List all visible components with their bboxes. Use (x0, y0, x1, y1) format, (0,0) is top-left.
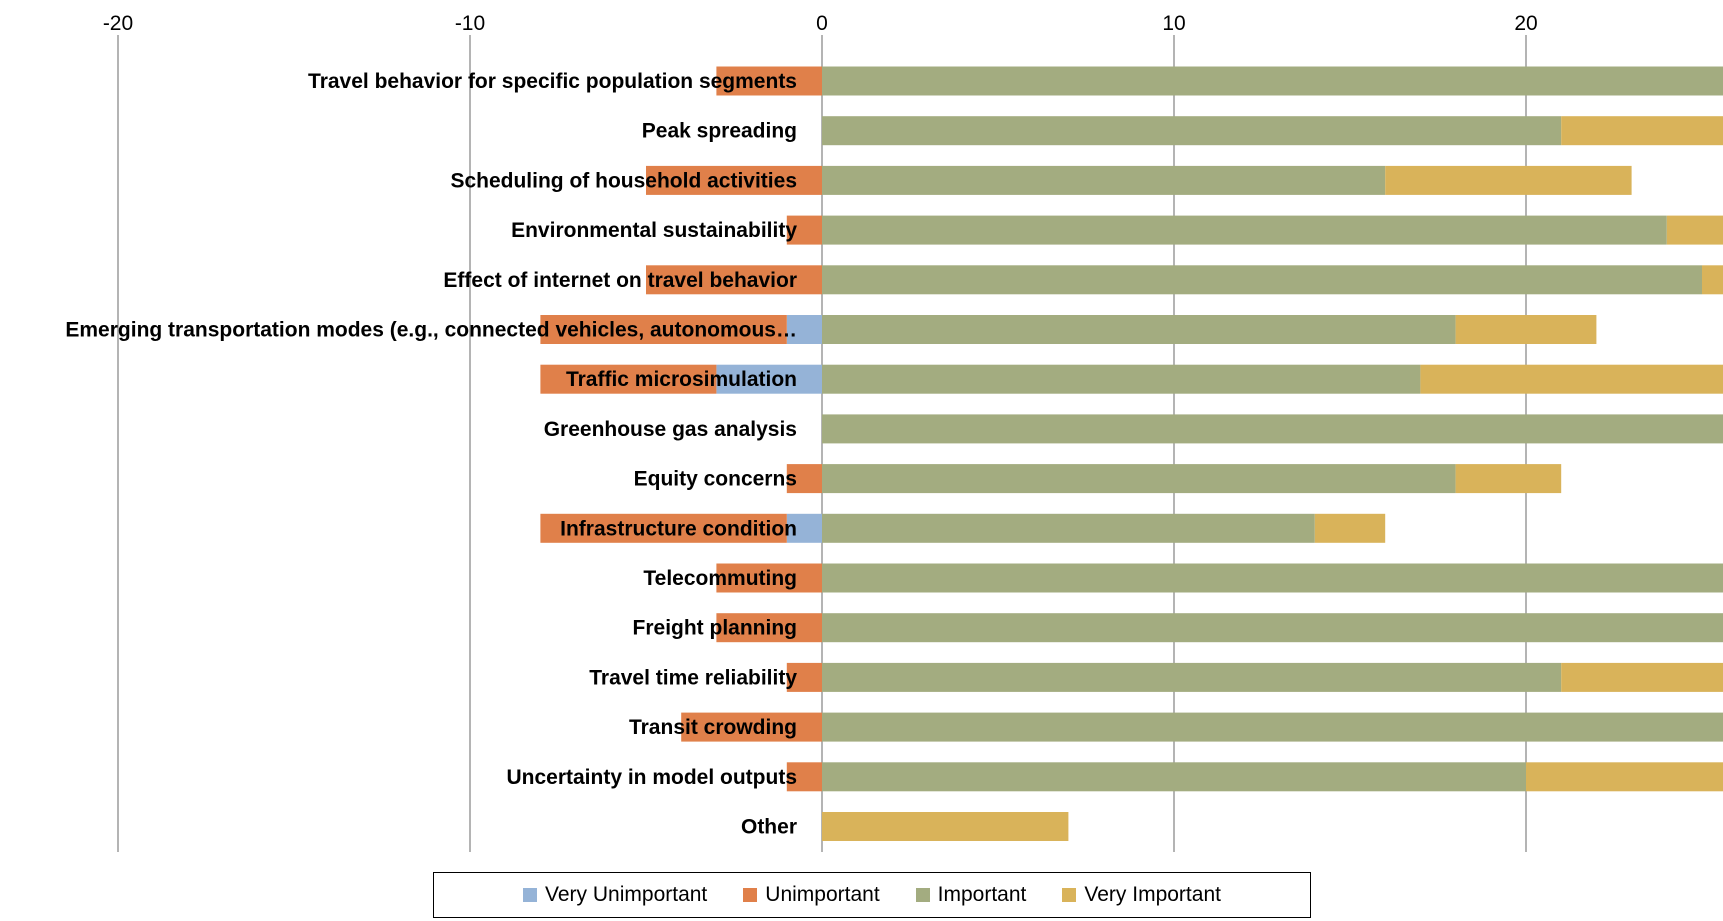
bar-very-important (1561, 116, 1723, 146)
bar-very-important (1420, 364, 1723, 394)
legend-label: Very Important (1084, 883, 1221, 906)
bar-important (822, 613, 1723, 643)
bar-important (822, 364, 1421, 394)
bar-important (822, 712, 1723, 742)
x-tick-label: 10 (1162, 12, 1185, 35)
category-label: Travel time reliability (589, 666, 797, 689)
bar-very-unimportant (786, 513, 822, 543)
bar-unimportant (716, 66, 822, 96)
legend: Very Unimportant Unimportant Important Very… (433, 872, 1311, 918)
legend-item: Very Unimportant (523, 883, 707, 907)
bar-important (822, 215, 1667, 245)
bar-unimportant (540, 513, 787, 543)
bar-important (822, 513, 1315, 543)
legend-item: Unimportant (743, 883, 880, 907)
x-tick-label: 0 (816, 12, 828, 35)
bar-very-important (1561, 662, 1723, 692)
bar-important (822, 563, 1723, 593)
category-label: Uncertainty in model outputs (506, 766, 797, 789)
bar-very-unimportant (716, 364, 822, 394)
bar-unimportant (786, 215, 822, 245)
category-label: Environmental sustainability (511, 219, 797, 242)
bar-unimportant (540, 364, 717, 394)
bar-unimportant (786, 762, 822, 792)
bar-unimportant (646, 265, 822, 295)
legend-label: Important (937, 883, 1027, 906)
category-label: Transit crowding (629, 716, 797, 739)
bar-very-important (1314, 513, 1386, 543)
bar-important (822, 464, 1456, 494)
bar-important (822, 414, 1723, 444)
bar-very-important (1702, 265, 1723, 295)
legend-label: Unimportant (765, 883, 880, 906)
bar-important (822, 116, 1562, 146)
legend-swatch (915, 888, 930, 902)
legend-swatch (743, 888, 758, 902)
category-label: Freight planning (633, 617, 797, 640)
category-label: Travel behavior for specific population … (308, 70, 797, 93)
category-label: Greenhouse gas analysis (544, 418, 797, 441)
category-label: Emerging transportation modes (e.g., con… (65, 319, 797, 342)
bar-very-unimportant (786, 315, 822, 344)
category-label: Peak spreading (642, 120, 797, 143)
bar-unimportant (716, 563, 822, 593)
x-axis-tick-labels: -20-1001020304050 (103, 12, 1538, 35)
bar-very-important (1526, 762, 1723, 792)
category-label: Effect of internet on travel behavior (443, 269, 797, 292)
bar-very-important (1455, 315, 1597, 344)
bar-important (822, 662, 1562, 692)
category-label: Traffic microsimulation (566, 368, 797, 391)
category-label: Other (741, 816, 797, 839)
bar-very-important (1666, 215, 1723, 245)
bar-unimportant (681, 712, 822, 742)
bar-important (822, 762, 1526, 792)
x-tick-label: -20 (103, 12, 133, 35)
category-labels: Travel behavior for specific population … (65, 70, 797, 839)
bar-very-important (1455, 464, 1562, 494)
bar-very-important (1385, 165, 1632, 195)
category-label: Scheduling of household activities (450, 169, 797, 192)
bar-unimportant (786, 662, 822, 692)
bar-important (822, 165, 1386, 195)
bars (540, 66, 1723, 841)
legend-label: Very Unimportant (545, 883, 708, 906)
legend-swatch (1062, 888, 1077, 902)
legend-swatch (523, 888, 538, 902)
category-label: Telecommuting (643, 567, 797, 590)
legend-item: Very Important (1062, 883, 1221, 907)
category-label: Equity concerns (634, 468, 797, 491)
x-tick-label: -10 (455, 12, 485, 35)
category-label: Infrastructure condition (560, 517, 797, 540)
bar-important (822, 315, 1456, 344)
bar-unimportant (646, 165, 822, 195)
bar-unimportant (786, 464, 822, 494)
x-tick-label: 20 (1514, 12, 1537, 35)
bar-important (822, 66, 1723, 96)
legend-item: Important (915, 883, 1027, 907)
bar-unimportant (540, 315, 787, 344)
bar-very-important (822, 812, 1069, 841)
bar-unimportant (716, 613, 822, 643)
bar-important (822, 265, 1702, 295)
